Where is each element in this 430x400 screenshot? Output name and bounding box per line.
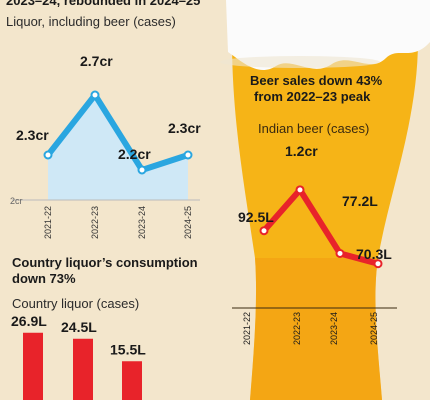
- liquor-data-label: 2.7cr: [80, 53, 113, 69]
- country-headline-line1: Country liquor’s consumption: [12, 255, 198, 270]
- liquor-chart: 2.3cr 2.7cr 2.2cr 2.3cr 2021-22 2022-23 2023-…: [10, 53, 201, 239]
- country-chart: 26.9L 24.5L 15.5L: [11, 313, 146, 400]
- country-headline-line2: down 73%: [12, 271, 76, 286]
- country-subtitle: Country liquor (cases): [12, 296, 140, 311]
- country-data-label: 15.5L: [110, 341, 146, 357]
- beer-x-tick-label: 2021-22: [242, 312, 252, 345]
- country-bar: [122, 361, 142, 400]
- liquor-x-tick-label: 2024-25: [183, 206, 193, 239]
- liquor-data-point: [90, 90, 100, 100]
- beer-chart: 92.5L 1.2cr 77.2L 70.3L 2021-22 2022-23 2023-…: [232, 143, 397, 345]
- liquor-data-label: 2.3cr: [16, 127, 49, 143]
- beer-series-line: [261, 186, 381, 267]
- beer-data-point: [335, 248, 345, 258]
- beer-data-point: [373, 259, 383, 269]
- liquor-data-point: [43, 150, 53, 160]
- beer-x-tick-label: 2023-24: [329, 312, 339, 345]
- beer-glass: [220, 0, 430, 400]
- beer-data-label: 70.3L: [356, 246, 392, 262]
- beer-headline-line1: Beer sales down 43%: [250, 73, 383, 88]
- liquor-area-fill: [48, 95, 188, 200]
- liquor-data-label: 2.3cr: [168, 120, 201, 136]
- beer-data-label: 77.2L: [342, 193, 378, 209]
- liquor-data-point: [137, 165, 147, 175]
- country-data-label: 26.9L: [11, 313, 47, 329]
- beer-x-tick-label: 2024-25: [369, 312, 379, 345]
- liquor-x-tick-label: 2021-22: [43, 206, 53, 239]
- beer-headline-line2: from 2022–23 peak: [254, 89, 371, 104]
- beer-glass-lower-tint: [250, 258, 382, 400]
- country-bar: [73, 338, 93, 400]
- beer-foam-shadow: [220, 56, 380, 68]
- beer-data-label: 92.5L: [238, 209, 274, 225]
- liquor-data-point: [183, 150, 193, 160]
- beer-x-tick-label: 2022-23: [292, 312, 302, 345]
- beer-data-label: 1.2cr: [285, 143, 318, 159]
- liquor-y-axis-label: 2cr: [10, 196, 23, 206]
- beer-foam: [226, 0, 430, 71]
- liquor-x-tick-label: 2022-23: [90, 206, 100, 239]
- liquor-series-line: [45, 92, 191, 173]
- country-bar: [23, 332, 43, 400]
- headline-partial: 2023–24, rebounded in 2024–25: [6, 0, 201, 8]
- liquor-subtitle: Liquor, including beer (cases): [6, 14, 176, 29]
- beer-data-point: [295, 185, 305, 195]
- liquor-data-label: 2.2cr: [118, 146, 151, 162]
- country-data-label: 24.5L: [61, 319, 97, 335]
- beer-subtitle: Indian beer (cases): [258, 121, 370, 136]
- liquor-x-tick-label: 2023-24: [137, 206, 147, 239]
- beer-data-point: [259, 226, 269, 236]
